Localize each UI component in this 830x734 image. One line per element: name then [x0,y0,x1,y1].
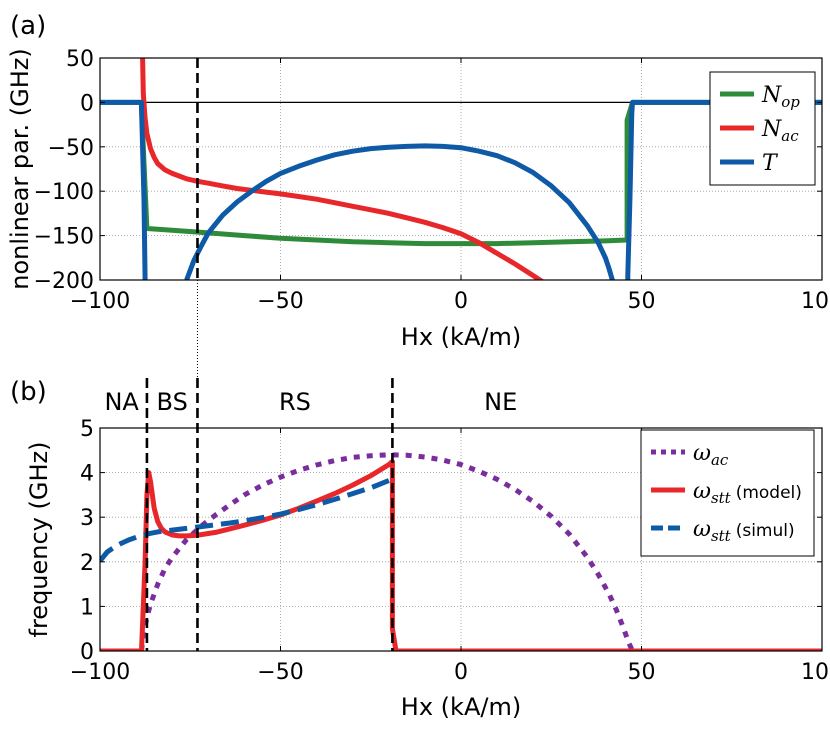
y-tick-label: 4 [80,462,94,487]
x-tick-label: 0 [454,289,468,314]
panel-a: −100 −50 0 50 100 −200 −150 −100 −50 0 50 Hx (kA/m)… [6,11,830,351]
y-tick-label: −50 [48,136,94,161]
plot-area [100,452,822,651]
x-tick-label: −50 [257,660,303,685]
panel-label: (b) [10,377,47,407]
y-tick-label: 0 [80,640,94,665]
legend-entry-subscript: op [781,93,800,111]
series-line-ac [139,452,635,651]
x-tick-label: 50 [628,289,656,314]
legend-entry: T [762,151,779,176]
x-tick-label: −100 [70,660,130,685]
legend-entry: ωstt (model) [693,479,802,507]
series-line-op [100,99,822,247]
legend-entry-note: (model) [736,483,802,503]
legend-entry-subscript: ac [781,127,799,145]
y-tick-label: 5 [80,417,94,442]
legend-box [640,429,815,557]
x-tick-label: 100 [801,660,830,685]
x-tick-label: 100 [801,289,830,314]
x-tick-label: 50 [628,660,656,685]
series-line-stt-simul [100,475,397,563]
legend-entry-subscript: stt [711,489,732,507]
y-tick-label: −150 [34,225,94,250]
y-axis-label: nonlinear par. (GHz) [6,48,34,289]
x-axis-label: Hx (kA/m) [401,693,521,721]
region-label-na: NA [104,388,139,416]
x-tick-label: 0 [454,660,468,685]
plot-area [100,58,822,280]
y-tick-label: 50 [66,47,94,72]
y-tick-label: −100 [34,180,94,205]
x-tick-label: −50 [257,289,303,314]
legend-entry-note: (simul) [736,521,795,541]
series-line-ac [140,58,545,280]
series-line-t [100,99,822,280]
y-tick-label: 1 [80,595,94,620]
y-tick-label: 3 [80,506,94,531]
panel-label: (a) [10,11,46,41]
legend-entry-subscript: ac [711,451,729,469]
y-tick-label: 0 [80,91,94,116]
y-tick-label: −200 [34,269,94,294]
x-tick-label: −100 [70,289,130,314]
legend-entry: ωstt (simul) [693,517,795,545]
region-label-bs: BS [157,388,188,416]
x-axis-label: Hx (kA/m) [401,323,521,351]
series-line-stt-model [100,459,822,651]
region-label-rs: RS [279,388,311,416]
region-label-ne: NE [484,388,517,416]
y-tick-label: 2 [80,551,94,576]
y-axis-label: frequency (GHz) [25,442,53,638]
panel-b: −100 −50 0 50 100 0 1 2 3 4 5 Hx (kA/m) frequency (G… [10,377,830,721]
legend-entry-subscript: stt [711,527,732,545]
